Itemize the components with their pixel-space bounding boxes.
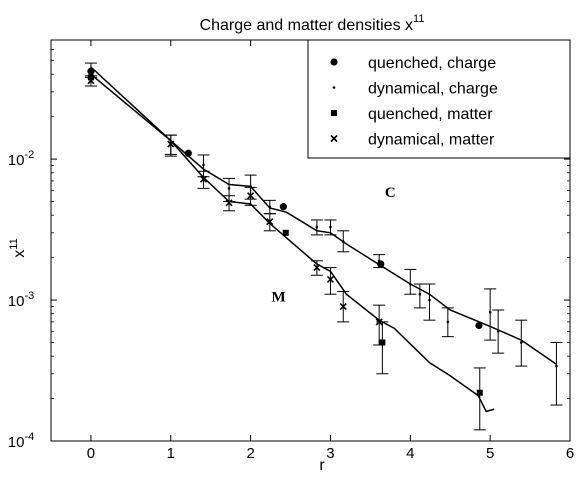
x-marker bbox=[266, 218, 274, 226]
x-tick-label: 0 bbox=[87, 445, 95, 462]
circle-marker bbox=[184, 149, 192, 157]
x-marker-stroke bbox=[339, 302, 347, 311]
legend-label: quenched, charge bbox=[368, 55, 496, 72]
chart-title: Charge and matter densities x11 bbox=[200, 13, 425, 34]
square-marker bbox=[331, 110, 337, 116]
fit-line-M bbox=[90, 73, 495, 413]
x-marker bbox=[167, 140, 175, 148]
legend-entry: quenched, charge bbox=[330, 55, 496, 72]
x-tick-label: 1 bbox=[167, 445, 175, 462]
annotation-M: M bbox=[271, 289, 285, 305]
legend-label: dynamical, matter bbox=[368, 132, 495, 149]
x-marker-stroke bbox=[87, 77, 95, 85]
x-tick-label: 2 bbox=[246, 445, 254, 462]
y-tick-label: 10-2 bbox=[8, 149, 34, 169]
y-axis-label: x11 bbox=[8, 238, 28, 257]
square-marker bbox=[282, 229, 289, 236]
x-marker-stroke bbox=[247, 192, 255, 200]
dot-marker bbox=[89, 68, 93, 72]
dot-marker bbox=[555, 364, 558, 368]
x-marker bbox=[247, 192, 255, 200]
dot-marker bbox=[341, 240, 345, 243]
x-marker-stroke bbox=[375, 318, 383, 326]
legend-box bbox=[307, 39, 571, 159]
dot-marker bbox=[428, 298, 431, 302]
legend-label: dynamical, charge bbox=[368, 81, 498, 98]
x-marker bbox=[225, 199, 233, 207]
x-marker bbox=[330, 134, 338, 143]
y-tick-label: 10-4 bbox=[8, 431, 34, 451]
x-marker-stroke bbox=[266, 218, 274, 226]
dot-marker bbox=[315, 225, 319, 229]
x-marker bbox=[199, 175, 208, 183]
legend: quenched, charge dynamical, charge quenche… bbox=[307, 39, 571, 159]
dot-marker bbox=[268, 205, 272, 208]
x-marker-stroke bbox=[199, 175, 208, 183]
x-marker bbox=[375, 318, 383, 326]
circle-marker bbox=[330, 58, 338, 66]
square-marker bbox=[379, 339, 386, 346]
svg-text:x11: x11 bbox=[8, 238, 28, 257]
dot-marker bbox=[329, 225, 332, 229]
dot-marker bbox=[409, 282, 412, 286]
circle-marker bbox=[279, 203, 287, 211]
x-marker-stroke bbox=[313, 264, 321, 272]
dot-marker bbox=[377, 259, 381, 263]
dot-marker bbox=[202, 163, 205, 167]
x-tick-label: 6 bbox=[566, 445, 574, 462]
x-tick-label: 3 bbox=[326, 445, 334, 462]
legend-entry: dynamical, matter bbox=[330, 132, 495, 149]
x-marker-stroke bbox=[330, 134, 338, 143]
dot-marker bbox=[446, 320, 450, 324]
circle-marker bbox=[475, 321, 483, 330]
dot-marker bbox=[488, 310, 492, 314]
dot-marker bbox=[496, 330, 500, 333]
dot-marker bbox=[418, 292, 422, 296]
legend-entry: quenched, matter bbox=[331, 106, 493, 123]
y-tick-label: 10-3 bbox=[8, 290, 34, 310]
x-marker bbox=[87, 77, 95, 85]
square-marker bbox=[476, 389, 483, 396]
dot-marker bbox=[227, 187, 231, 190]
legend-label: quenched, matter bbox=[368, 106, 493, 123]
dot-marker bbox=[332, 86, 336, 89]
x-axis-label: r bbox=[319, 457, 325, 474]
data-points bbox=[84, 62, 563, 431]
annotation-C: C bbox=[385, 185, 396, 201]
annotations: CM bbox=[271, 185, 395, 305]
y-ticks: 10-4 10-3 10-2 bbox=[8, 39, 570, 451]
x-marker-stroke bbox=[167, 140, 175, 148]
x-tick-label: 5 bbox=[486, 445, 494, 462]
x-marker-stroke bbox=[225, 199, 233, 207]
x-marker-stroke bbox=[326, 275, 335, 284]
x-tick-label: 4 bbox=[406, 445, 414, 462]
x-ticks: 0 1 2 3 4 5 6 bbox=[87, 40, 574, 462]
dot-marker bbox=[519, 341, 523, 344]
x-marker bbox=[326, 275, 335, 284]
x-marker bbox=[313, 264, 321, 272]
x-marker bbox=[339, 302, 347, 311]
legend-entry: dynamical, charge bbox=[332, 81, 498, 98]
